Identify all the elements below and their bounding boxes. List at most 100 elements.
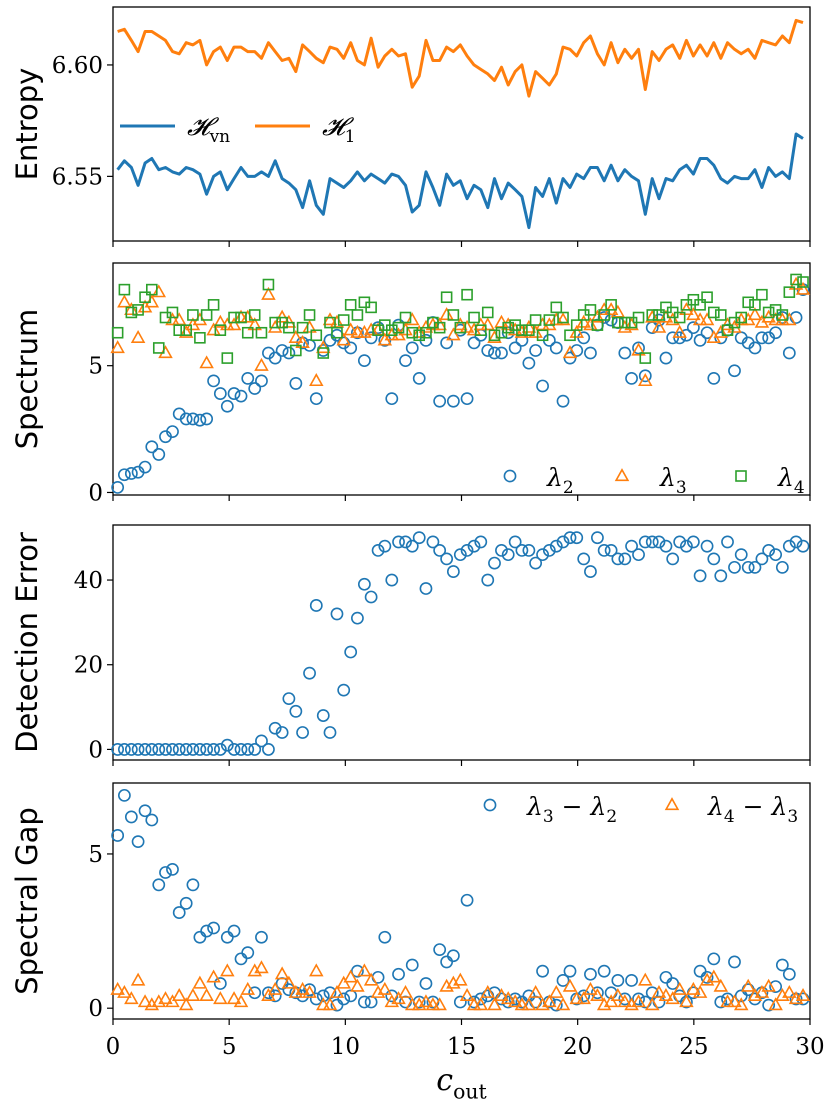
point-detection-error (577, 552, 591, 566)
point-lambda-2 (289, 377, 303, 390)
point-lambda-4 (207, 299, 220, 311)
point-detection-error (474, 535, 488, 549)
point-detection-error (111, 743, 125, 756)
point-lambda-2 (467, 336, 481, 350)
point-lambda4-minus-lambda3 (459, 988, 475, 1002)
point-lambda-4 (166, 306, 179, 319)
point-lambda4-minus-lambda3 (768, 997, 783, 1011)
point-lambda-3 (733, 312, 749, 326)
point-lambda-2 (193, 413, 207, 427)
point-lambda-3 (247, 317, 262, 331)
point-lambda-2 (255, 374, 268, 388)
point-detection-error (385, 573, 399, 587)
point-lambda-4 (317, 347, 330, 359)
point-lambda3-minus-lambda2 (508, 992, 522, 1006)
point-lambda-4 (221, 352, 234, 364)
point-lambda-3 (439, 307, 454, 321)
point-detection-error (275, 726, 289, 739)
legend-symbol: − (735, 792, 772, 821)
point-lambda4-minus-lambda3 (754, 984, 770, 998)
point-lambda4-minus-lambda3 (329, 984, 345, 998)
point-lambda3-minus-lambda2 (316, 989, 330, 1003)
point-lambda-4 (762, 306, 775, 319)
point-lambda-2 (268, 351, 282, 365)
point-detection-error (371, 544, 385, 557)
y-axis-label: Spectral Gap (10, 807, 44, 995)
point-lambda3-minus-lambda2 (268, 989, 282, 1003)
point-detection-error (508, 535, 522, 549)
point-detection-error (481, 573, 495, 587)
legend-symbol: c (436, 1063, 453, 1098)
point-lambda-2 (316, 344, 330, 357)
point-lambda-3 (727, 319, 742, 333)
point-lambda4-minus-lambda3 (322, 997, 338, 1011)
point-lambda3-minus-lambda2 (309, 992, 323, 1006)
point-lambda-4 (194, 331, 206, 344)
point-lambda-2 (152, 448, 166, 461)
point-lambda-4 (461, 288, 473, 301)
point-lambda-4 (742, 296, 754, 309)
point-lambda4-minus-lambda3 (117, 984, 132, 998)
point-lambda-3 (596, 302, 612, 316)
point-lambda-2 (632, 341, 645, 355)
point-lambda-3 (459, 319, 475, 333)
point-lambda-4 (187, 309, 199, 321)
legend-label-hvn: 𝓗vn (187, 112, 230, 147)
point-lambda4-minus-lambda3 (453, 972, 468, 986)
point-lambda4-minus-lambda3 (309, 963, 324, 977)
point-lambda-4 (344, 299, 357, 311)
point-detection-error (440, 552, 454, 566)
point-lambda4-minus-lambda3 (404, 997, 420, 1011)
point-detection-error (357, 577, 371, 591)
legend-subscript: 3 (543, 807, 554, 827)
point-lambda3-minus-lambda2 (693, 964, 707, 978)
point-detection-error (755, 552, 769, 566)
point-detection-error (179, 743, 193, 756)
point-lambda-3 (500, 317, 516, 331)
point-lambda-4 (248, 309, 261, 321)
y-tick-label: 40 (74, 568, 103, 594)
point-lambda4-minus-lambda3 (281, 975, 297, 989)
point-lambda4-minus-lambda3 (644, 997, 660, 1011)
point-lambda-2 (782, 346, 796, 360)
point-lambda3-minus-lambda2 (152, 878, 166, 892)
legend-label-lambda2: λ2 (546, 463, 574, 498)
point-lambda-3 (226, 317, 242, 331)
point-detection-error (241, 743, 255, 756)
point-lambda-4 (324, 316, 336, 329)
point-detection-error (611, 552, 625, 566)
point-detection-error (645, 535, 659, 549)
point-detection-error (549, 539, 563, 553)
point-lambda-4 (235, 311, 247, 324)
point-lambda-4 (468, 311, 480, 324)
point-lambda3-minus-lambda2 (337, 992, 351, 1006)
point-lambda-3 (494, 314, 509, 328)
point-lambda-2 (138, 460, 152, 474)
point-lambda-4 (756, 288, 768, 301)
point-lambda3-minus-lambda2 (549, 998, 563, 1012)
point-detection-error (467, 539, 481, 553)
point-detection-error (728, 560, 741, 574)
point-lambda-3 (124, 302, 139, 316)
point-lambda-3 (713, 324, 729, 338)
point-lambda-3 (528, 324, 543, 338)
legend: 𝓗vn 𝓗1 (120, 112, 355, 147)
point-lambda3-minus-lambda2 (440, 955, 454, 969)
point-lambda4-minus-lambda3 (795, 988, 811, 1002)
point-lambda-2 (145, 440, 159, 454)
point-lambda3-minus-lambda2 (659, 970, 673, 984)
point-lambda4-minus-lambda3 (576, 991, 591, 1005)
point-detection-error (542, 544, 556, 557)
point-lambda-4 (557, 311, 569, 324)
point-lambda-4 (708, 306, 720, 319)
point-lambda4-minus-lambda3 (336, 975, 351, 989)
point-lambda-3 (192, 312, 208, 326)
point-lambda-4 (255, 326, 268, 339)
legend-label-h1: 𝓗1 (322, 112, 355, 147)
point-lambda-2 (275, 344, 289, 357)
point-lambda-3 (432, 317, 447, 331)
point-lambda3-minus-lambda2 (124, 810, 138, 824)
point-detection-error (392, 535, 405, 549)
point-lambda4-minus-lambda3 (363, 972, 379, 986)
point-lambda-3 (747, 307, 763, 321)
